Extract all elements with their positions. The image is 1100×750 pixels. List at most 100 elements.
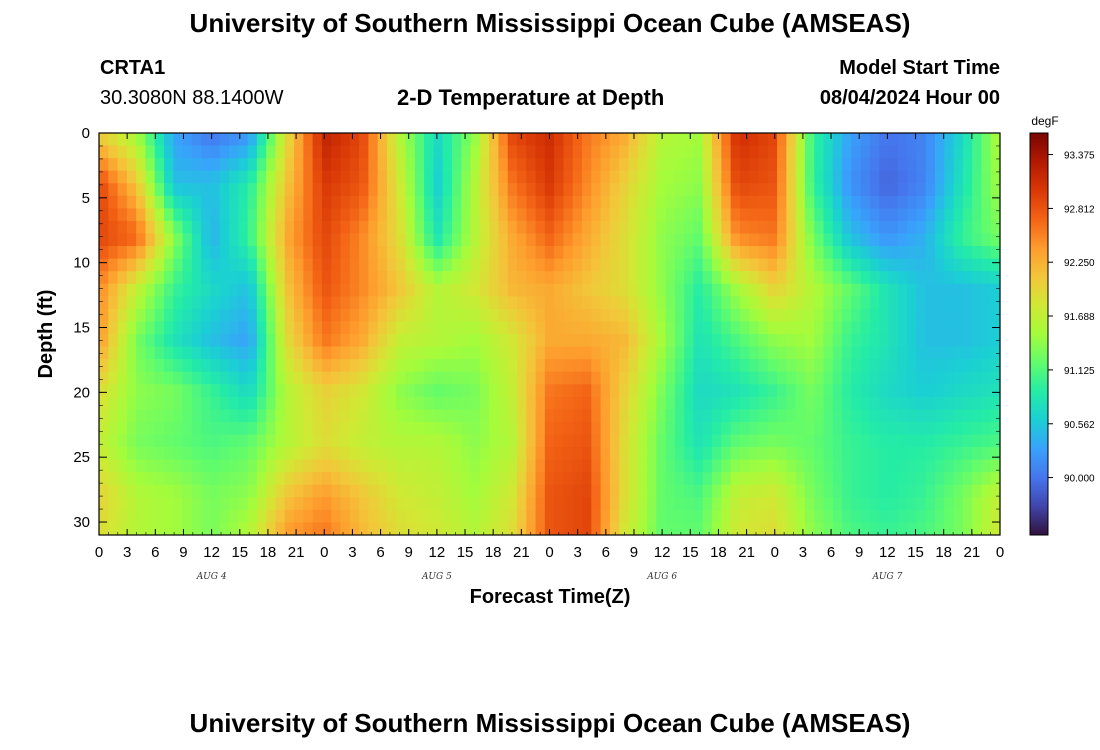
heatmap-cell (739, 434, 750, 448)
heatmap-cell (600, 334, 611, 348)
heatmap-cell (647, 509, 657, 524)
heatmap-cell (674, 334, 685, 348)
heatmap-cell (256, 359, 267, 373)
heatmap-cell (888, 321, 899, 335)
heatmap-cell (442, 409, 453, 423)
heatmap-cell (470, 195, 481, 209)
heatmap-cell (470, 208, 481, 222)
heatmap-cell (303, 246, 314, 260)
heatmap-cell (962, 522, 973, 535)
heatmap-cell (219, 409, 230, 423)
heatmap-cell (619, 371, 630, 385)
heatmap-cell (879, 233, 890, 247)
heatmap-cell (359, 359, 369, 373)
heatmap-cell (424, 258, 434, 272)
heatmap-cell (563, 321, 574, 335)
heatmap-cell (479, 246, 490, 260)
heatmap-cell (712, 409, 722, 423)
heatmap-cell (693, 271, 704, 285)
heatmap-cell (693, 208, 704, 222)
heatmap-cell (981, 183, 992, 197)
heatmap-cell (136, 421, 147, 436)
heatmap-cell (145, 359, 156, 373)
heatmap-cell (99, 308, 109, 323)
heatmap-cell (433, 208, 444, 222)
heatmap-cell (888, 371, 899, 385)
heatmap-cell (953, 522, 964, 535)
heatmap-cell (340, 484, 351, 498)
heatmap-cell (247, 484, 258, 498)
heatmap-cell (201, 509, 212, 524)
heatmap-cell (414, 283, 425, 297)
heatmap-cell (582, 497, 592, 511)
heatmap-cell (191, 522, 202, 535)
heatmap-cell (953, 384, 964, 398)
heatmap-cell (712, 509, 722, 524)
heatmap-cell (767, 346, 778, 360)
heatmap-cell (823, 208, 834, 222)
heatmap-cell (600, 258, 611, 272)
heatmap-cell (442, 346, 453, 360)
heatmap-cell (340, 258, 351, 272)
heatmap-cell (377, 447, 388, 461)
heatmap-cell (461, 421, 472, 436)
heatmap-cell (507, 334, 518, 348)
heatmap-cell (108, 283, 119, 297)
heatmap-cell (972, 384, 983, 398)
heatmap-cell (461, 346, 472, 360)
heatmap-cell (832, 346, 843, 360)
heatmap-cell (981, 421, 992, 436)
heatmap-cell (795, 484, 806, 498)
heatmap-cell (331, 133, 342, 147)
heatmap-cell (944, 170, 955, 184)
heatmap-cell (990, 321, 1000, 335)
heatmap-cell (219, 371, 230, 385)
heatmap-cell (191, 271, 202, 285)
heatmap-cell (851, 334, 862, 348)
heatmap-cell (219, 359, 230, 373)
heatmap-cell (795, 183, 806, 197)
heatmap-cell (554, 497, 565, 511)
heatmap-cell (591, 258, 602, 272)
heatmap-cell (860, 246, 871, 260)
heatmap-cell (693, 170, 704, 184)
heatmap-cell (656, 384, 667, 398)
heatmap-cell (684, 258, 695, 272)
heatmap-cell (173, 321, 184, 335)
heatmap-cell (479, 296, 490, 310)
heatmap-cell (814, 384, 825, 398)
heatmap-cell (507, 409, 518, 423)
heatmap-cell (368, 283, 379, 297)
heatmap-cell (386, 459, 397, 473)
heatmap-cell (637, 472, 648, 486)
heatmap-cell (628, 296, 639, 310)
heatmap-cell (934, 409, 945, 423)
heatmap-cell (136, 497, 147, 511)
heatmap-cell (489, 296, 500, 310)
heatmap-cell (582, 195, 592, 209)
heatmap-cell (451, 472, 462, 486)
heatmap-cell (229, 220, 239, 235)
heatmap-cell (628, 170, 639, 184)
heatmap-cell (191, 133, 202, 147)
heatmap-cell (981, 447, 992, 461)
heatmap-cell (256, 208, 267, 222)
heatmap-cell (479, 183, 490, 197)
x-tick-label: 21 (964, 544, 981, 561)
heatmap-cell (712, 359, 722, 373)
heatmap-cell (424, 334, 434, 348)
heatmap-cell (451, 170, 462, 184)
heatmap-cell (656, 208, 667, 222)
heatmap-cell (832, 308, 843, 323)
heatmap-cell (535, 459, 546, 473)
heatmap-cell (851, 384, 862, 398)
heatmap-cell (795, 133, 806, 147)
heatmap-cell (637, 308, 648, 323)
heatmap-cell (303, 334, 314, 348)
heatmap-cell (442, 258, 453, 272)
heatmap-cell (442, 183, 453, 197)
heatmap-cell (591, 371, 602, 385)
heatmap-cell (489, 233, 500, 247)
heatmap-cell (600, 497, 611, 511)
heatmap-cell (238, 497, 249, 511)
